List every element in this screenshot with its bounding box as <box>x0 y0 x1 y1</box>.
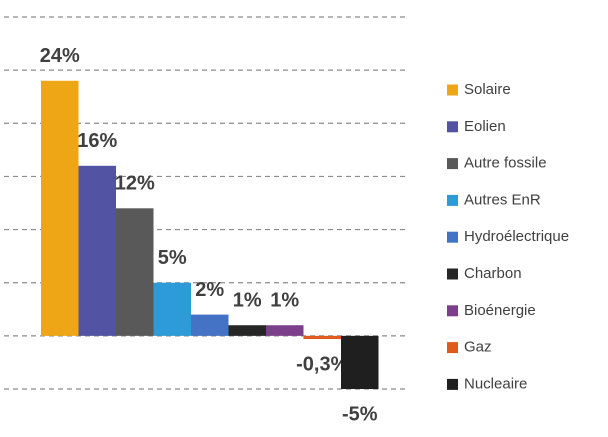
bar <box>41 80 79 336</box>
legend-swatch <box>447 305 458 317</box>
bar <box>303 335 341 340</box>
bar <box>341 335 379 389</box>
legend-swatch <box>447 194 458 206</box>
legend-swatch <box>447 342 458 354</box>
bar <box>116 208 154 336</box>
legend-label: Autres EnR <box>464 191 541 208</box>
bar <box>191 314 229 336</box>
bar <box>153 282 191 336</box>
legend-swatch <box>447 231 458 243</box>
data-label: 12% <box>115 173 155 195</box>
legend-label: Solaire <box>464 81 511 98</box>
legend-swatch <box>447 268 458 280</box>
legend-swatch <box>447 378 458 390</box>
data-label: 16% <box>77 130 117 152</box>
legend-label: Autre fossile <box>464 155 547 172</box>
legend-label: Eolien <box>464 118 506 135</box>
legend-swatch <box>447 158 458 170</box>
bar <box>228 325 266 336</box>
legend-swatch <box>447 84 458 96</box>
data-label: 1% <box>233 290 262 312</box>
data-label: 5% <box>158 247 187 269</box>
data-label: 1% <box>270 290 299 312</box>
legend-label: Bioénergie <box>464 302 536 319</box>
legend-label: Charbon <box>464 265 522 282</box>
data-label: -5% <box>342 403 378 425</box>
data-label: -0,3% <box>296 353 348 375</box>
legend-swatch <box>447 121 458 133</box>
legend-label: Gaz <box>464 339 492 356</box>
data-label: 24% <box>40 45 80 67</box>
bar <box>78 165 116 336</box>
legend-label: Nucleaire <box>464 375 527 392</box>
data-label: 2% <box>195 279 224 301</box>
legend-label: Hydroélectrique <box>464 228 569 245</box>
bar <box>266 325 304 336</box>
